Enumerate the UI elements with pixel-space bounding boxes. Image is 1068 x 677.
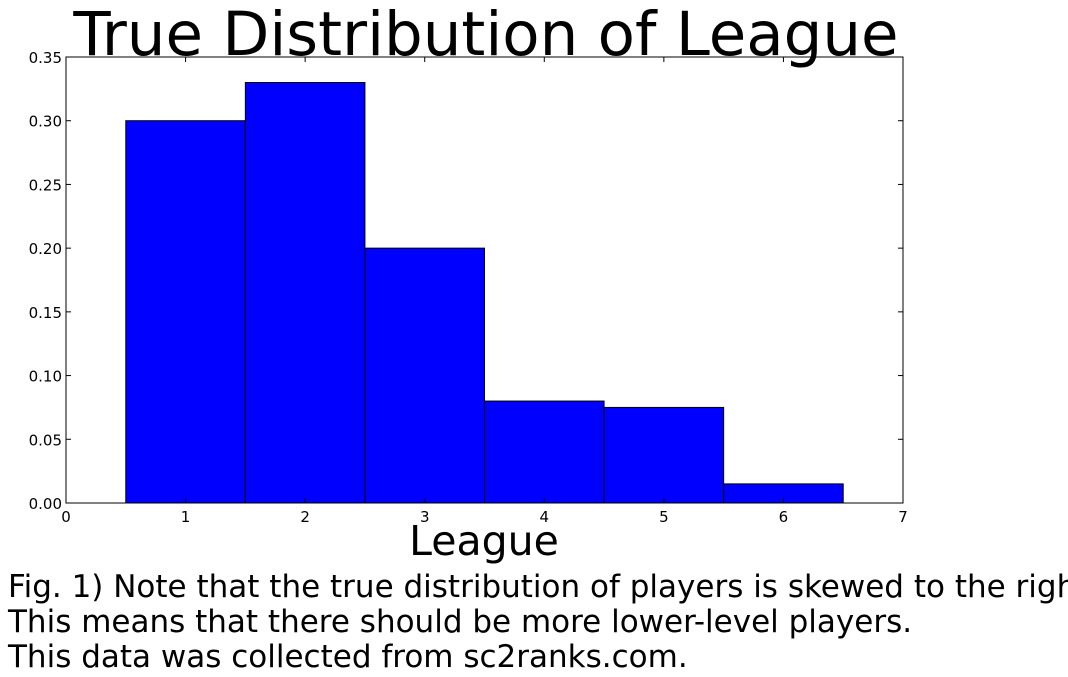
bar-league-3	[364, 247, 485, 504]
y-tick-label: 0.05	[29, 431, 62, 449]
y-tick-label: 0.30	[29, 113, 62, 131]
figure-caption: Fig. 1) Note that the true distribution …	[8, 570, 1068, 675]
x-tick-label: 1	[181, 508, 191, 526]
x-tick-label: 5	[659, 508, 669, 526]
x-tick-label: 3	[420, 508, 430, 526]
bar-league-1	[125, 120, 246, 504]
bar-league-4	[484, 400, 605, 504]
x-axis-label: League	[409, 517, 559, 565]
x-tick-label: 2	[300, 508, 310, 526]
x-tick-label: 4	[540, 508, 550, 526]
y-tick-label: 0.35	[29, 49, 62, 67]
caption-line-2: This means that there should be more low…	[8, 604, 913, 640]
caption-line-1: Fig. 1) Note that the true distribution …	[8, 569, 1068, 605]
y-tick-label: 0.15	[29, 304, 62, 322]
y-tick-label: 0.00	[29, 495, 62, 513]
bar-league-5	[603, 406, 725, 504]
histogram-chart: True Distribution of League 0 1 2 3 4 5 6 7 0.00…	[29, 0, 908, 565]
plot-frame	[65, 56, 904, 504]
caption-line-3: This data was collected from sc2ranks.co…	[8, 639, 688, 675]
x-tick-label: 7	[898, 508, 908, 526]
bar-league-2	[244, 81, 366, 504]
y-tick-label: 0.25	[29, 176, 62, 194]
chart-title: True Distribution of League	[72, 0, 898, 70]
y-tick-label: 0.10	[29, 368, 62, 386]
y-tick-label: 0.20	[29, 240, 62, 258]
x-tick-label: 6	[779, 508, 789, 526]
x-tick-label: 0	[61, 508, 71, 526]
